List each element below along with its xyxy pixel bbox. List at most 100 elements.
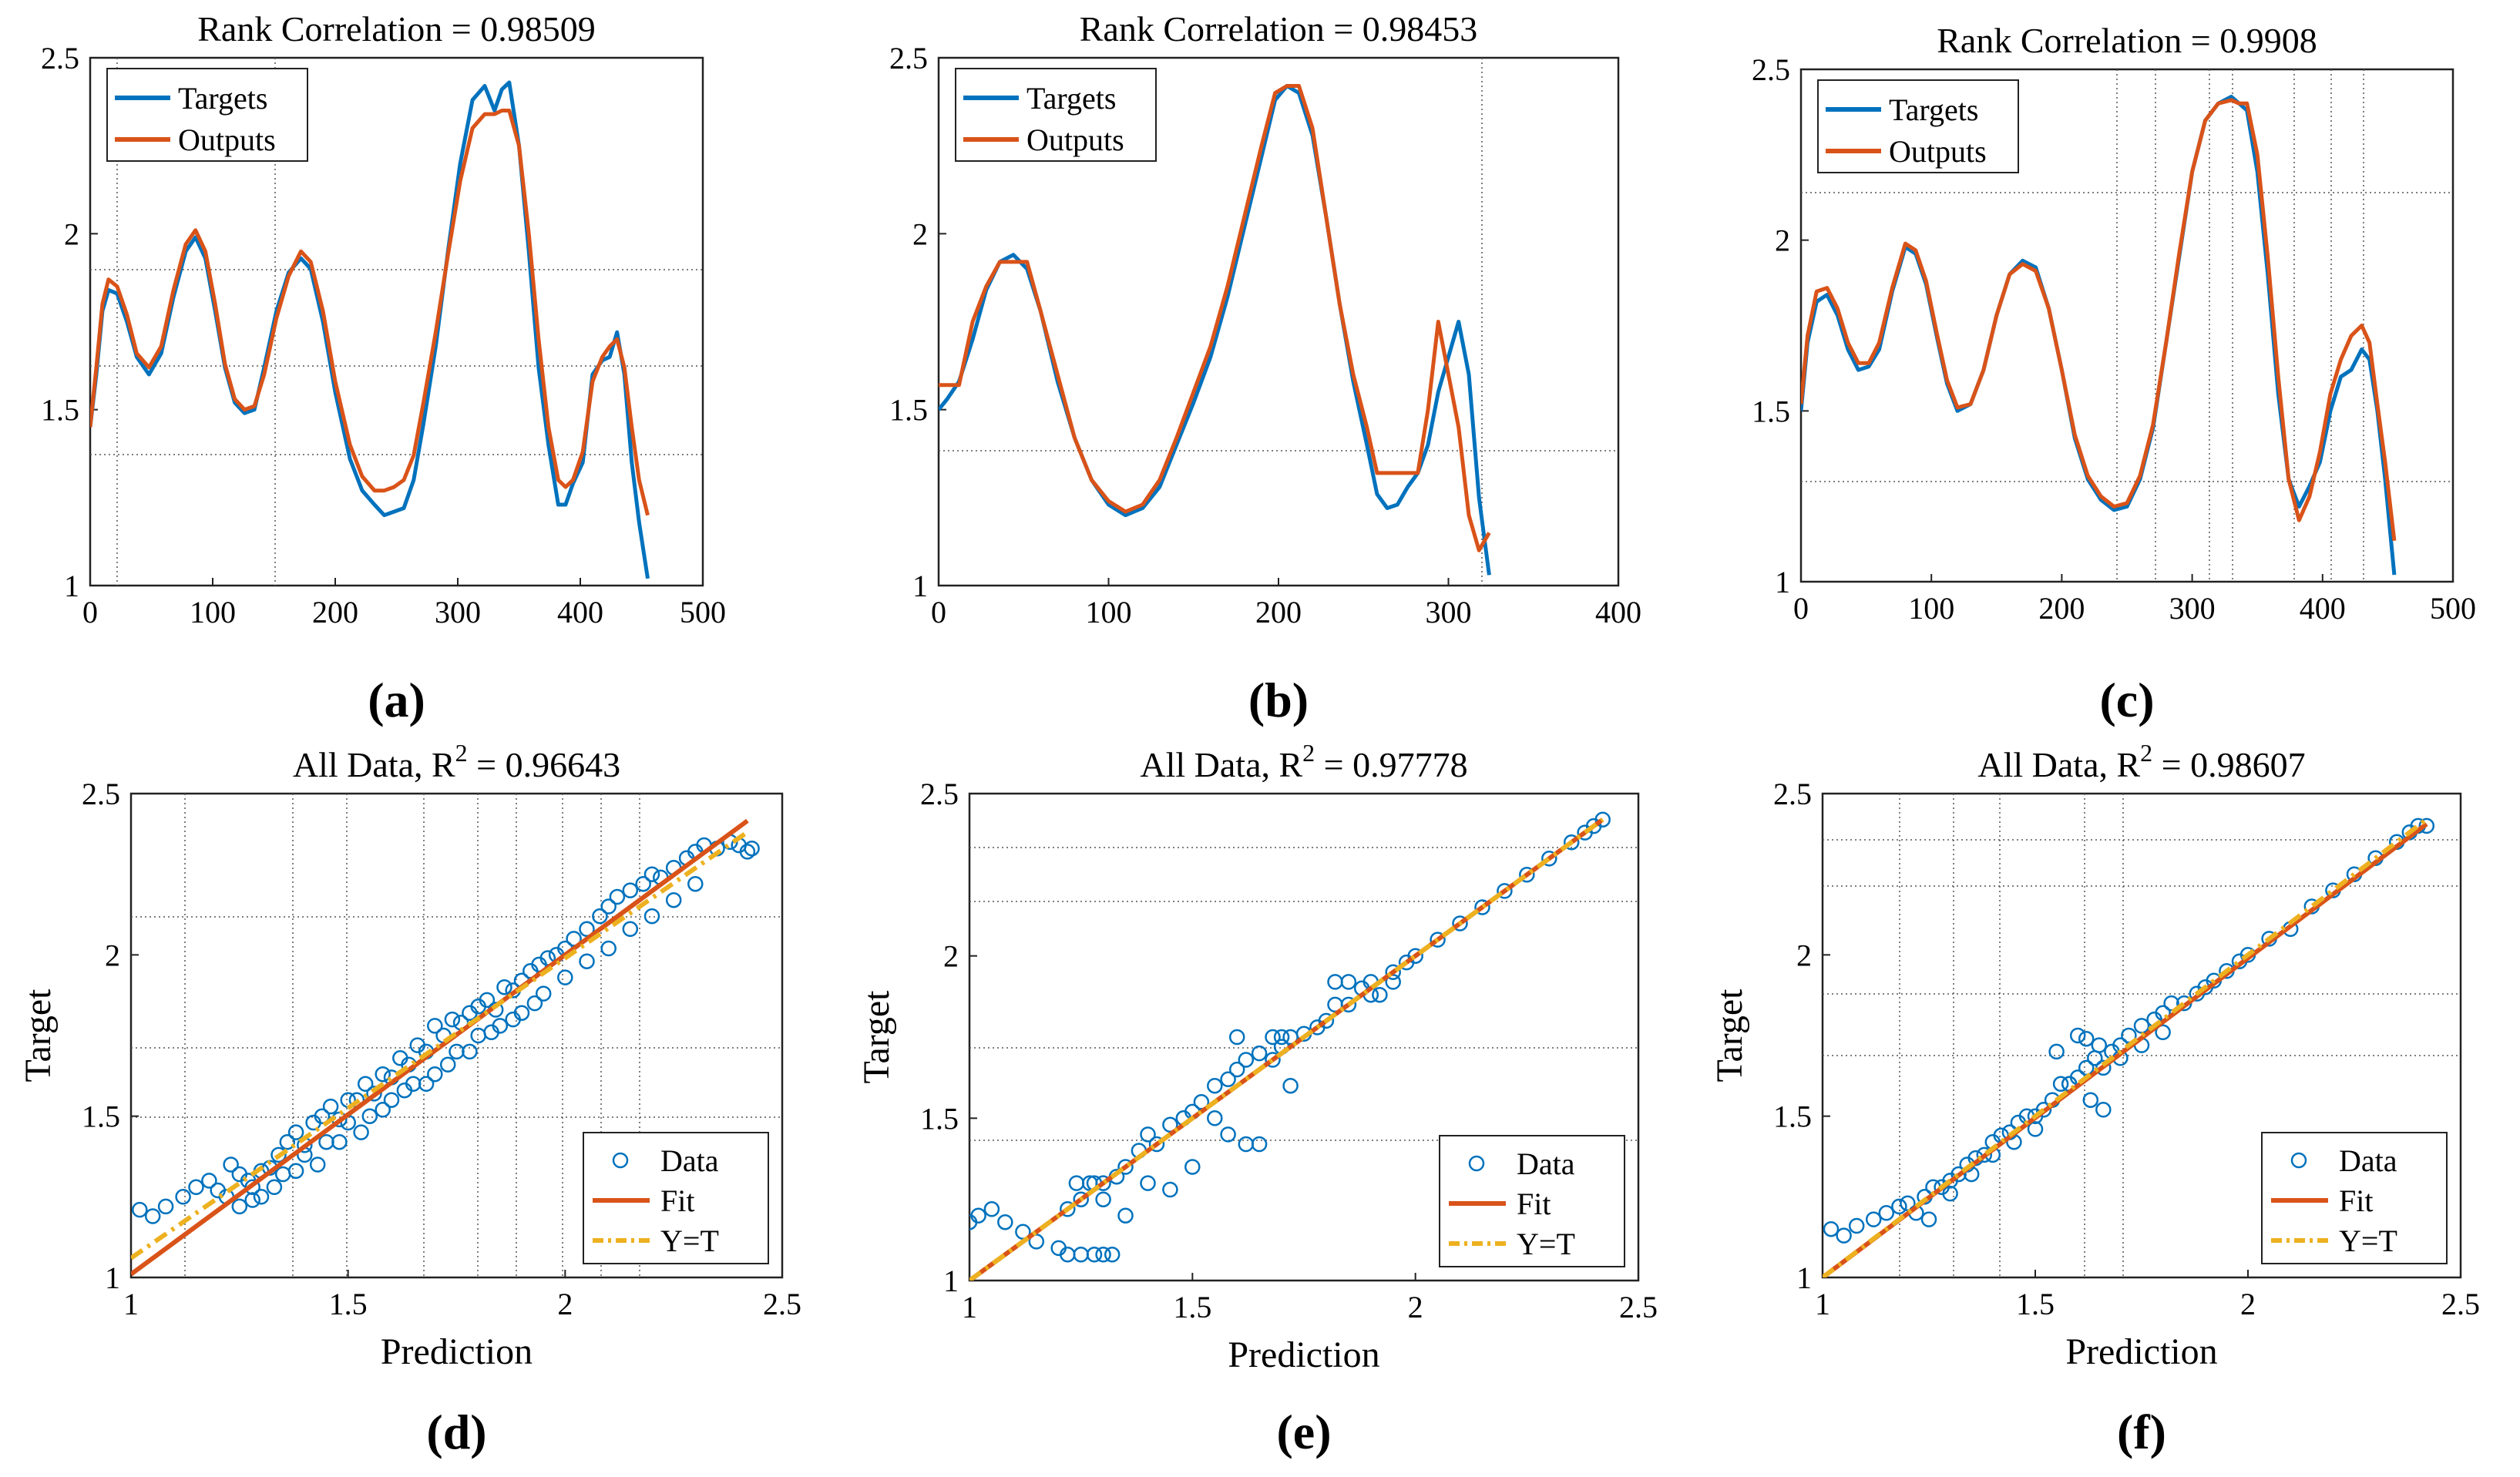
- x-axis-label: Prediction: [381, 1331, 533, 1372]
- data-point: [1117, 1159, 1134, 1175]
- series-line-outputs: [939, 84, 1491, 552]
- legend-box: [955, 68, 1157, 162]
- y-tick-label: 1: [1796, 1260, 1812, 1295]
- legend-label: Y=T: [1517, 1227, 1575, 1261]
- x-tick-label: 300: [2169, 591, 2216, 626]
- data-point: [1950, 1166, 1967, 1183]
- legend-label: Y=T: [2339, 1224, 2397, 1258]
- data-point: [1220, 1071, 1236, 1088]
- data-point: [1162, 1181, 1178, 1198]
- chart-title: Rank Correlation = 0.98453: [1080, 9, 1478, 49]
- title-value: = 0.97778: [1315, 745, 1467, 784]
- x-tick-label: 1: [962, 1290, 977, 1324]
- data-point: [643, 866, 660, 882]
- legend-label: Outputs: [1889, 134, 1987, 169]
- data-point: [439, 1056, 456, 1073]
- data-point: [2048, 1043, 2065, 1060]
- data-point: [132, 1201, 148, 1218]
- plot-area: [1823, 817, 2435, 1277]
- panel-label: (b): [1248, 673, 1309, 727]
- title-text: All Data, R: [1977, 745, 2140, 784]
- data-point: [357, 1076, 374, 1093]
- legend-swatch: [1468, 1155, 1485, 1172]
- title-superscript: 2: [2140, 739, 2152, 767]
- y-tick-label: 2.5: [889, 41, 928, 76]
- x-tick-label: 1: [123, 1287, 139, 1321]
- y-tick-label: 2: [64, 217, 79, 251]
- data-point: [983, 1201, 1000, 1217]
- data-point: [1265, 1029, 1281, 1046]
- x-tick-label: 500: [2430, 591, 2476, 626]
- data-point: [2082, 1092, 2099, 1108]
- data-point: [1238, 1052, 1255, 1068]
- x-tick-label: 200: [1255, 595, 1302, 629]
- data-point: [375, 1102, 391, 1118]
- x-tick-label: 0: [82, 595, 98, 629]
- data-point: [1265, 1052, 1281, 1068]
- data-point: [997, 1213, 1013, 1230]
- data-point: [739, 844, 756, 860]
- legend-label: Y=T: [660, 1224, 719, 1258]
- chart-title: Rank Correlation = 0.9908: [1937, 21, 2317, 60]
- x-tick-label: 1: [1815, 1287, 1830, 1321]
- y-tick-label: 1: [1775, 565, 1790, 599]
- legend-swatch: [2290, 1152, 2307, 1169]
- data-point: [253, 1189, 270, 1205]
- x-tick-label: 400: [557, 595, 603, 629]
- data-point: [1148, 1136, 1165, 1153]
- panel-b: 0 100 200 300 400 1 1.5 2 2.5 Rank Correlation = …: [889, 9, 1641, 727]
- legend-label: Fit: [1517, 1187, 1551, 1221]
- x-tick-label: 2: [557, 1287, 573, 1321]
- data-point: [309, 1156, 326, 1173]
- data-point: [188, 1179, 204, 1196]
- data-point: [1251, 1045, 1268, 1062]
- chart-title: Rank Correlation = 0.98509: [197, 9, 596, 49]
- x-tick-label: 1.5: [2016, 1287, 2055, 1321]
- data-point: [1407, 948, 1423, 964]
- data-point: [1140, 1175, 1156, 1191]
- data-point: [643, 908, 660, 925]
- data-point: [270, 1146, 287, 1163]
- x-tick-label: 0: [1793, 591, 1809, 626]
- data-point: [1086, 1247, 1103, 1263]
- x-tick-label: 300: [435, 595, 481, 629]
- legend-swatch: [612, 1152, 629, 1169]
- data-point: [1878, 1205, 1895, 1221]
- data-point: [418, 1076, 435, 1093]
- yt-line: [969, 817, 1604, 1281]
- data-point: [1452, 915, 1468, 932]
- y-tick-label: 1.5: [41, 393, 79, 428]
- data-point: [2091, 1037, 2108, 1053]
- x-axis-label: Prediction: [1228, 1334, 1379, 1375]
- data-point: [2027, 1121, 2044, 1137]
- x-tick-label: 2.5: [2441, 1287, 2480, 1321]
- data-point: [622, 921, 639, 938]
- data-point: [201, 1173, 217, 1189]
- data-point: [970, 1207, 986, 1224]
- data-point: [1327, 974, 1343, 990]
- data-point: [231, 1198, 248, 1215]
- series-line-outputs: [90, 109, 650, 516]
- y-tick-label: 2.5: [920, 777, 959, 811]
- y-axis-label: Target: [18, 989, 59, 1083]
- data-point: [1273, 1029, 1290, 1046]
- data-point: [1563, 834, 1580, 851]
- data-point: [505, 1011, 521, 1028]
- data-point: [635, 875, 651, 892]
- data-point: [2069, 1027, 2086, 1044]
- y-tick-label: 1.5: [920, 1101, 959, 1136]
- data-point: [1095, 1191, 1111, 1207]
- data-point: [1095, 1247, 1111, 1263]
- data-point: [1207, 1110, 1223, 1126]
- data-point: [366, 1086, 382, 1102]
- yt-line: [131, 830, 749, 1260]
- data-point: [1372, 986, 1388, 1003]
- data-point: [622, 882, 639, 898]
- y-tick-label: 1: [64, 569, 79, 603]
- panel-label: (e): [1276, 1405, 1331, 1459]
- legend-label: Data: [660, 1143, 719, 1178]
- data-point: [331, 1133, 348, 1150]
- data-point: [287, 1163, 304, 1180]
